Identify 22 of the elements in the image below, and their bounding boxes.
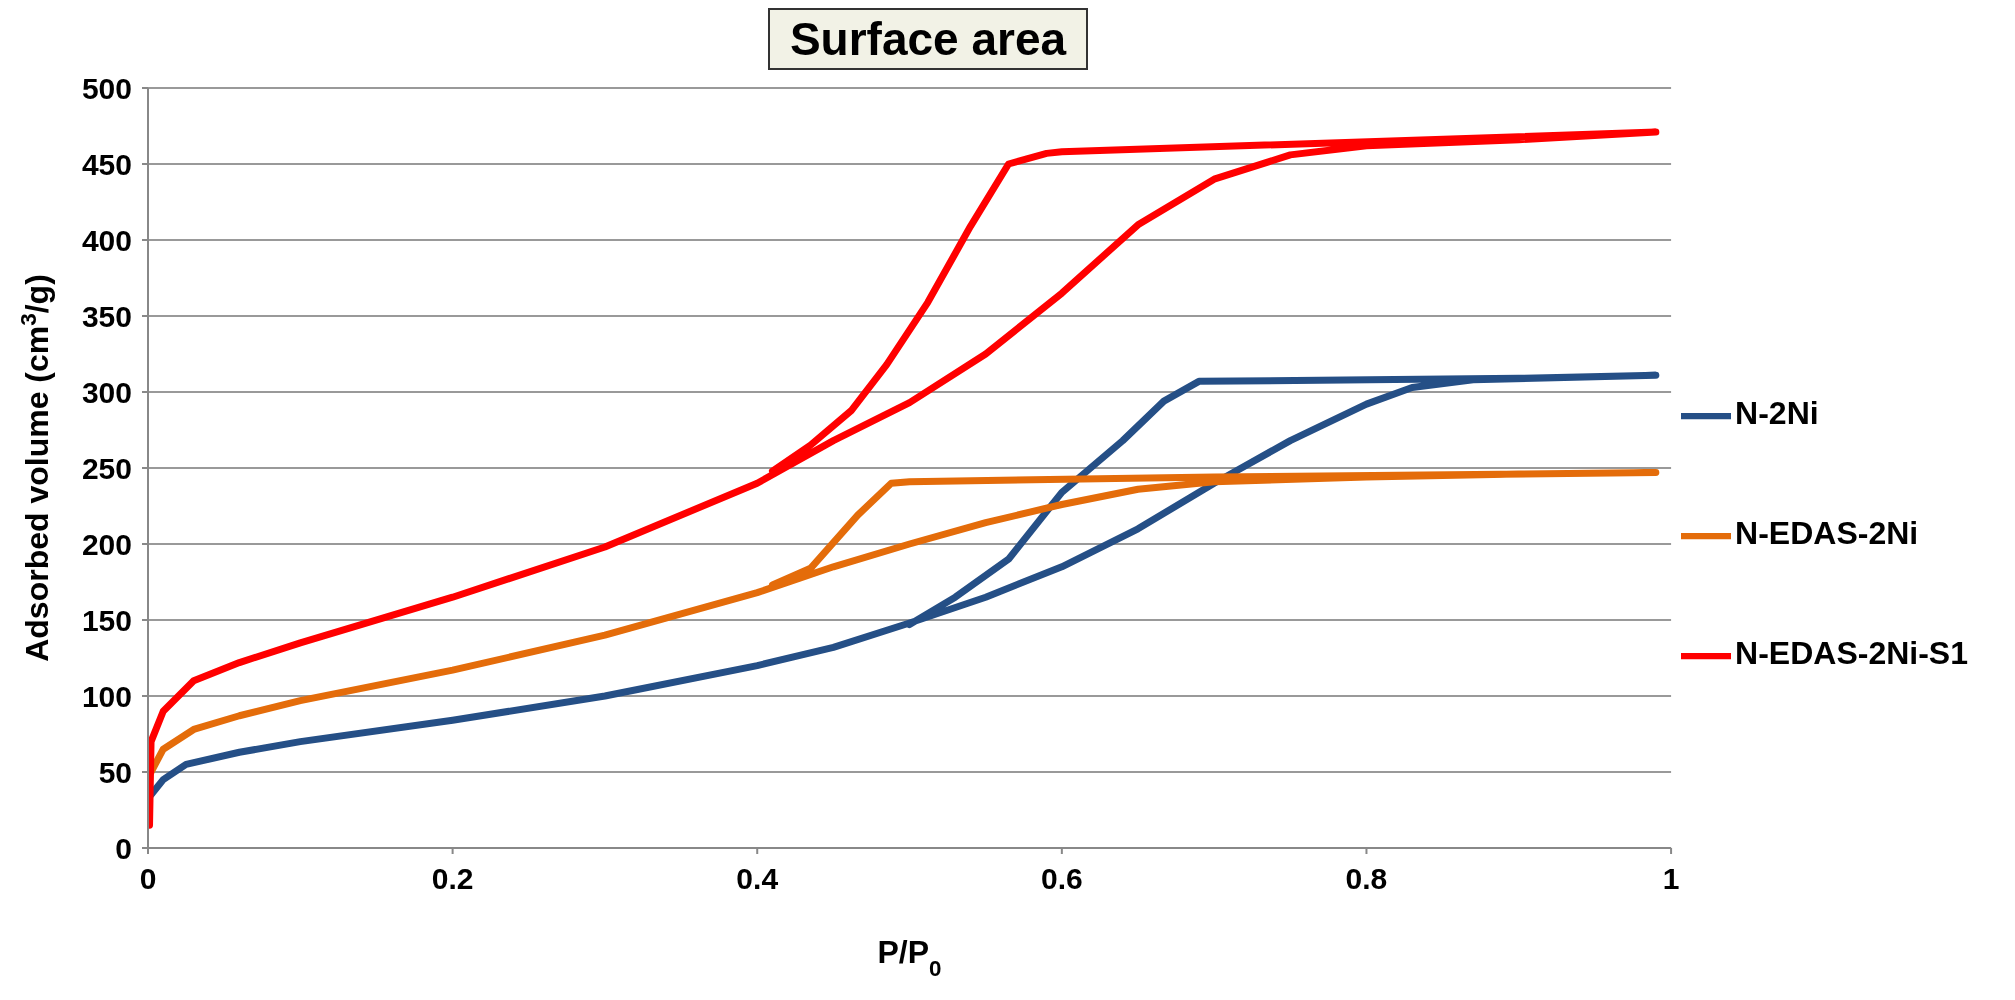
legend-label: N-2Ni [1735,395,1819,431]
y-tick-label: 0 [115,831,132,865]
y-tick-label: 300 [81,375,132,409]
y-tick-label: 500 [81,71,132,105]
y-tick-label: 450 [81,147,132,181]
x-axis-title: P/P$_{0}$ [877,934,942,981]
x-tick-label: 0.6 [1040,862,1083,896]
y-tick-label: 350 [81,299,132,333]
x-tick-label: 1 [1662,862,1680,896]
legend-label: N-EDAS-2Ni-S1 [1735,635,1968,671]
y-tick-label: 250 [81,451,132,485]
y-tick-label: 150 [81,603,132,637]
y-tick-label: 200 [81,527,132,561]
x-tick-label: 0.8 [1345,862,1388,896]
y-tick-label: 400 [81,223,132,257]
x-tick-label: 0 [139,862,157,896]
chart-title: Surface area [767,8,1089,70]
legend-label: N-EDAS-2Ni [1735,515,1919,551]
x-tick-label: 0.2 [431,862,474,896]
y-tick-label: 100 [81,679,132,713]
x-tick-label: 0.4 [736,862,779,896]
y-tick-label: 50 [98,755,132,789]
